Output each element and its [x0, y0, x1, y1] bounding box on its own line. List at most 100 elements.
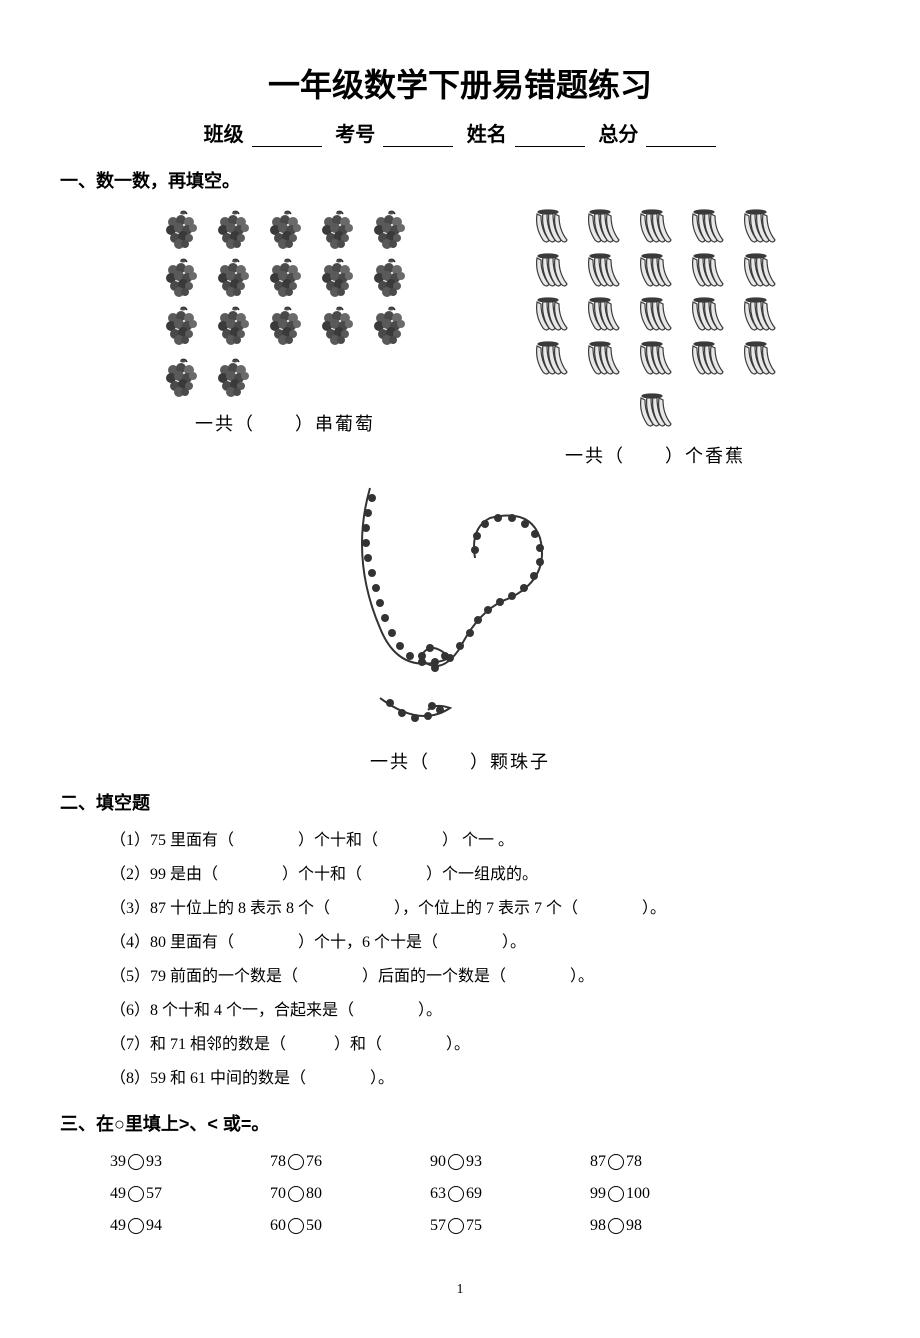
compare-cell: 9898 — [590, 1210, 750, 1242]
caption-text: ）个香蕉 — [665, 446, 745, 466]
exam-no-blank[interactable] — [383, 127, 453, 147]
banana-icon — [633, 392, 677, 432]
grape-icon — [263, 208, 307, 252]
fill-blank-item: （8）59 和 61 中间的数是（ ）。 — [110, 1063, 860, 1095]
grapes-caption: 一共（ ）串葡萄 — [195, 410, 375, 436]
banana-icon — [633, 208, 677, 248]
banana-icon — [581, 208, 625, 248]
grapes-grid — [159, 208, 411, 348]
compare-circle[interactable] — [448, 1218, 464, 1234]
compare-cell: 4994 — [110, 1210, 270, 1242]
compare-circle[interactable] — [448, 1186, 464, 1202]
compare-cell: 7876 — [270, 1146, 430, 1178]
bananas-caption: 一共（ ）个香蕉 — [565, 442, 745, 468]
banana-icon — [737, 340, 781, 380]
grape-icon — [315, 208, 359, 252]
grape-icon — [263, 304, 307, 348]
compare-cell: 3993 — [110, 1146, 270, 1178]
caption-text: 一共（ — [565, 446, 625, 466]
score-blank[interactable] — [646, 127, 716, 147]
bananas-extra — [633, 392, 677, 432]
grape-icon — [315, 256, 359, 300]
banana-icon — [529, 296, 573, 336]
banana-icon — [737, 296, 781, 336]
grape-icon — [211, 356, 255, 400]
bananas-grid — [529, 208, 781, 380]
banana-icon — [581, 252, 625, 292]
beads-caption: 一共（ ）颗珠子 — [370, 748, 550, 774]
class-blank[interactable] — [252, 127, 322, 147]
banana-icon — [529, 252, 573, 292]
caption-text: ）串葡萄 — [295, 414, 375, 434]
compare-circle[interactable] — [288, 1218, 304, 1234]
fill-blank-item: （2）99 是由（ ）个十和（ ）个一组成的。 — [110, 859, 860, 891]
compare-circle[interactable] — [288, 1186, 304, 1202]
caption-text: 一共（ — [195, 414, 255, 434]
compare-circle[interactable] — [128, 1154, 144, 1170]
compare-circle[interactable] — [608, 1218, 624, 1234]
grape-icon — [263, 256, 307, 300]
compare-row: 49577080636999100 — [110, 1178, 860, 1210]
banana-icon — [737, 252, 781, 292]
score-label: 总分 — [598, 124, 638, 146]
compare-circle[interactable] — [128, 1186, 144, 1202]
compare-circle[interactable] — [608, 1186, 624, 1202]
banana-icon — [633, 296, 677, 336]
compare-cell: 6050 — [270, 1210, 430, 1242]
banana-icon — [633, 252, 677, 292]
compare-circle[interactable] — [608, 1154, 624, 1170]
section1-title: 一、数一数，再填空。 — [60, 167, 860, 193]
compare-row: 4994605057759898 — [110, 1210, 860, 1242]
compare-cell: 5775 — [430, 1210, 590, 1242]
grape-icon — [367, 256, 411, 300]
compare-table: 3993787690938778495770806369991004994605… — [110, 1146, 860, 1242]
fill-blank-item: （6）8 个十和 4 个一，合起来是（ ）。 — [110, 995, 860, 1027]
grape-icon — [367, 304, 411, 348]
fill-blank-item: （3）87 十位上的 8 表示 8 个（ ），个位上的 7 表示 7 个（ ）。 — [110, 893, 860, 925]
compare-circle[interactable] — [448, 1154, 464, 1170]
compare-cell: 9093 — [430, 1146, 590, 1178]
bananas-block: 一共（ ）个香蕉 — [529, 208, 781, 468]
caption-text: 一共（ — [370, 752, 430, 772]
banana-icon — [581, 296, 625, 336]
grape-icon — [211, 256, 255, 300]
name-blank[interactable] — [515, 127, 585, 147]
section2-title: 二、填空题 — [60, 789, 860, 815]
page-number: 1 — [60, 1282, 860, 1298]
grapes-block: 一共（ ）串葡萄 — [159, 208, 411, 436]
compare-cell: 7080 — [270, 1178, 430, 1210]
compare-cell: 4957 — [110, 1178, 270, 1210]
banana-icon — [685, 296, 729, 336]
caption-text: ）颗珠子 — [470, 752, 550, 772]
fill-blank-item: （4）80 里面有（ ）个十，6 个十是（ ）。 — [110, 927, 860, 959]
section3-title: 三、在○里填上>、< 或=。 — [60, 1110, 860, 1136]
beads-svg — [300, 478, 620, 738]
fill-blank-item: （1）75 里面有（ ）个十和（ ） 个一 。 — [110, 825, 860, 857]
grape-icon — [315, 304, 359, 348]
banana-icon — [685, 252, 729, 292]
compare-row: 3993787690938778 — [110, 1146, 860, 1178]
beads-block: 一共（ ）颗珠子 — [60, 478, 860, 774]
page-title: 一年级数学下册易错题练习 — [60, 60, 860, 106]
grape-icon — [367, 208, 411, 252]
grapes-extra — [159, 356, 255, 400]
compare-circle[interactable] — [128, 1218, 144, 1234]
banana-icon — [685, 340, 729, 380]
name-label: 姓名 — [467, 124, 507, 146]
banana-icon — [685, 208, 729, 248]
compare-circle[interactable] — [288, 1154, 304, 1170]
compare-cell: 8778 — [590, 1146, 750, 1178]
grape-icon — [159, 256, 203, 300]
banana-icon — [581, 340, 625, 380]
banana-icon — [633, 340, 677, 380]
counting-row: 一共（ ）串葡萄 一共（ ）个香蕉 — [100, 208, 840, 468]
banana-icon — [737, 208, 781, 248]
grape-icon — [159, 356, 203, 400]
fill-blank-item: （7）和 71 相邻的数是（ ）和（ ）。 — [110, 1029, 860, 1061]
class-label: 班级 — [204, 124, 244, 146]
exam-no-label: 考号 — [335, 124, 375, 146]
header-line: 班级 考号 姓名 总分 — [60, 118, 860, 147]
grape-icon — [159, 304, 203, 348]
banana-icon — [529, 208, 573, 248]
grape-icon — [211, 304, 255, 348]
